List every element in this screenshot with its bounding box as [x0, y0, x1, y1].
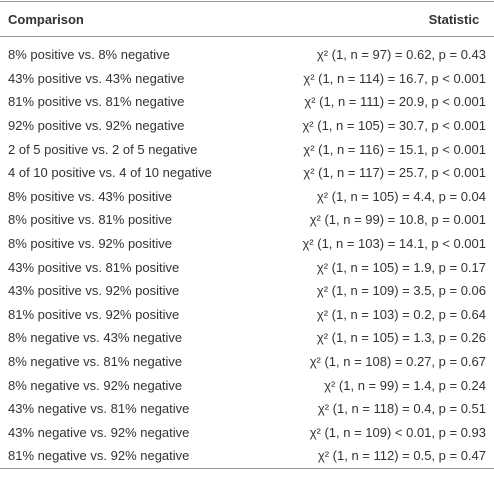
table-row: 8% positive vs. 8% negative χ² (1, n = 97…: [0, 37, 494, 67]
statistic-cell: χ² (1, n = 117) = 25.7, p < 0.001: [303, 165, 486, 181]
table-row: 8% positive vs. 43% positive χ² (1, n = 1…: [0, 185, 494, 209]
comparison-cell: 81% positive vs. 81% negative: [8, 94, 185, 110]
comparison-cell: 43% positive vs. 92% positive: [8, 283, 180, 299]
table-row: 43% negative vs. 92% negative χ² (1, n = …: [0, 421, 494, 445]
statistic-cell: χ² (1, n = 99) = 10.8, p = 0.001: [309, 212, 486, 228]
header-cell: Statistic: [428, 11, 480, 27]
comparison-cell: 81% negative vs. 92% negative: [8, 448, 190, 464]
table-row: 2 of 5 positive vs. 2 of 5 negative χ² (1…: [0, 137, 494, 161]
table-row: 43% negative vs. 81% negative χ² (1, n = …: [0, 397, 494, 421]
statistic-cell: χ² (1, n = 114) = 16.7, p < 0.001: [303, 70, 486, 86]
statistic-cell: χ² (1, n = 109) < 0.01, p = 0.93: [309, 424, 486, 440]
statistic-cell: χ² (1, n = 103) = 0.2, p = 0.64: [316, 306, 486, 322]
comparison-cell: 43% positive vs. 43% negative: [8, 70, 185, 86]
comparison-cell: 8% negative vs. 92% negative: [8, 377, 183, 393]
statistic-cell: χ² (1, n = 112) = 0.5, p = 0.47: [317, 448, 486, 464]
table-row: 8% positive vs. 81% positive χ² (1, n = 9…: [0, 208, 494, 232]
comparison-cell: 8% positive vs. 8% negative: [8, 47, 170, 63]
comparison-cell: 43% positive vs. 81% positive: [8, 259, 180, 275]
table-row: 43% positive vs. 92% positive χ² (1, n = …: [0, 279, 494, 303]
comparison-cell: 8% positive vs. 43% positive: [8, 188, 173, 204]
comparison-cell: 8% positive vs. 92% positive: [8, 236, 173, 252]
table-row: 43% positive vs. 81% positive χ² (1, n = …: [0, 255, 494, 279]
statistic-cell: χ² (1, n = 111) = 20.9, p < 0.001: [304, 94, 486, 110]
table-row: 81% negative vs. 92% negative χ² (1, n = …: [0, 444, 494, 469]
statistic-cell: χ² (1, n = 108) = 0.27, p = 0.67: [309, 354, 486, 370]
table-header: Comparison Statistic: [0, 1, 494, 37]
statistic-cell: χ² (1, n = 118) = 0.4, p = 0.51: [317, 401, 486, 417]
header-row: Comparison Statistic: [0, 1, 494, 37]
statistic-cell: χ² (1, n = 103) = 14.1, p < 0.001: [302, 236, 486, 252]
statistic-cell: χ² (1, n = 97) = 0.62, p = 0.43: [316, 47, 486, 63]
statistic-cell: χ² (1, n = 116) = 15.1, p < 0.001: [303, 141, 486, 157]
table-row: 43% positive vs. 43% negative χ² (1, n = …: [0, 67, 494, 91]
statistic-cell: χ² (1, n = 105) = 1.9, p = 0.17: [316, 259, 486, 275]
comparison-cell: 8% positive vs. 81% positive: [8, 212, 173, 228]
header-cell: Comparison: [8, 11, 84, 27]
table-row: 8% negative vs. 43% negative χ² (1, n = 1…: [0, 326, 494, 350]
statistic-cell: χ² (1, n = 105) = 30.7, p < 0.001: [302, 118, 486, 134]
table-body: 8% positive vs. 8% negative χ² (1, n = 97…: [0, 37, 494, 469]
comparison-cell: 2 of 5 positive vs. 2 of 5 negative: [8, 141, 198, 157]
table-row: 81% positive vs. 92% positive χ² (1, n = …: [0, 303, 494, 327]
table-row: 92% positive vs. 92% negative χ² (1, n = …: [0, 114, 494, 138]
comparison-cell: 8% negative vs. 43% negative: [8, 330, 183, 346]
results-table: Comparison Statistic 8% positive vs. 8% …: [0, 1, 494, 469]
table-row: 8% negative vs. 92% negative χ² (1, n = 9…: [0, 373, 494, 397]
statistic-cell: χ² (1, n = 109) = 3.5, p = 0.06: [316, 283, 486, 299]
comparison-cell: 81% positive vs. 92% positive: [8, 306, 180, 322]
table-row: 8% positive vs. 92% positive χ² (1, n = 1…: [0, 232, 494, 256]
comparison-cell: 4 of 10 positive vs. 4 of 10 negative: [8, 165, 212, 181]
comparison-cell: 43% negative vs. 92% negative: [8, 424, 190, 440]
comparison-cell: 92% positive vs. 92% negative: [8, 118, 185, 134]
statistic-cell: χ² (1, n = 99) = 1.4, p = 0.24: [324, 377, 486, 393]
statistic-cell: χ² (1, n = 105) = 4.4, p = 0.04: [316, 188, 486, 204]
table-row: 81% positive vs. 81% negative χ² (1, n = …: [0, 90, 494, 114]
table-row: 8% negative vs. 81% negative χ² (1, n = 1…: [0, 350, 494, 374]
statistic-cell: χ² (1, n = 105) = 1.3, p = 0.26: [316, 330, 486, 346]
comparison-cell: 43% negative vs. 81% negative: [8, 401, 190, 417]
comparison-cell: 8% negative vs. 81% negative: [8, 354, 183, 370]
table-row: 4 of 10 positive vs. 4 of 10 negative χ² …: [0, 161, 494, 185]
